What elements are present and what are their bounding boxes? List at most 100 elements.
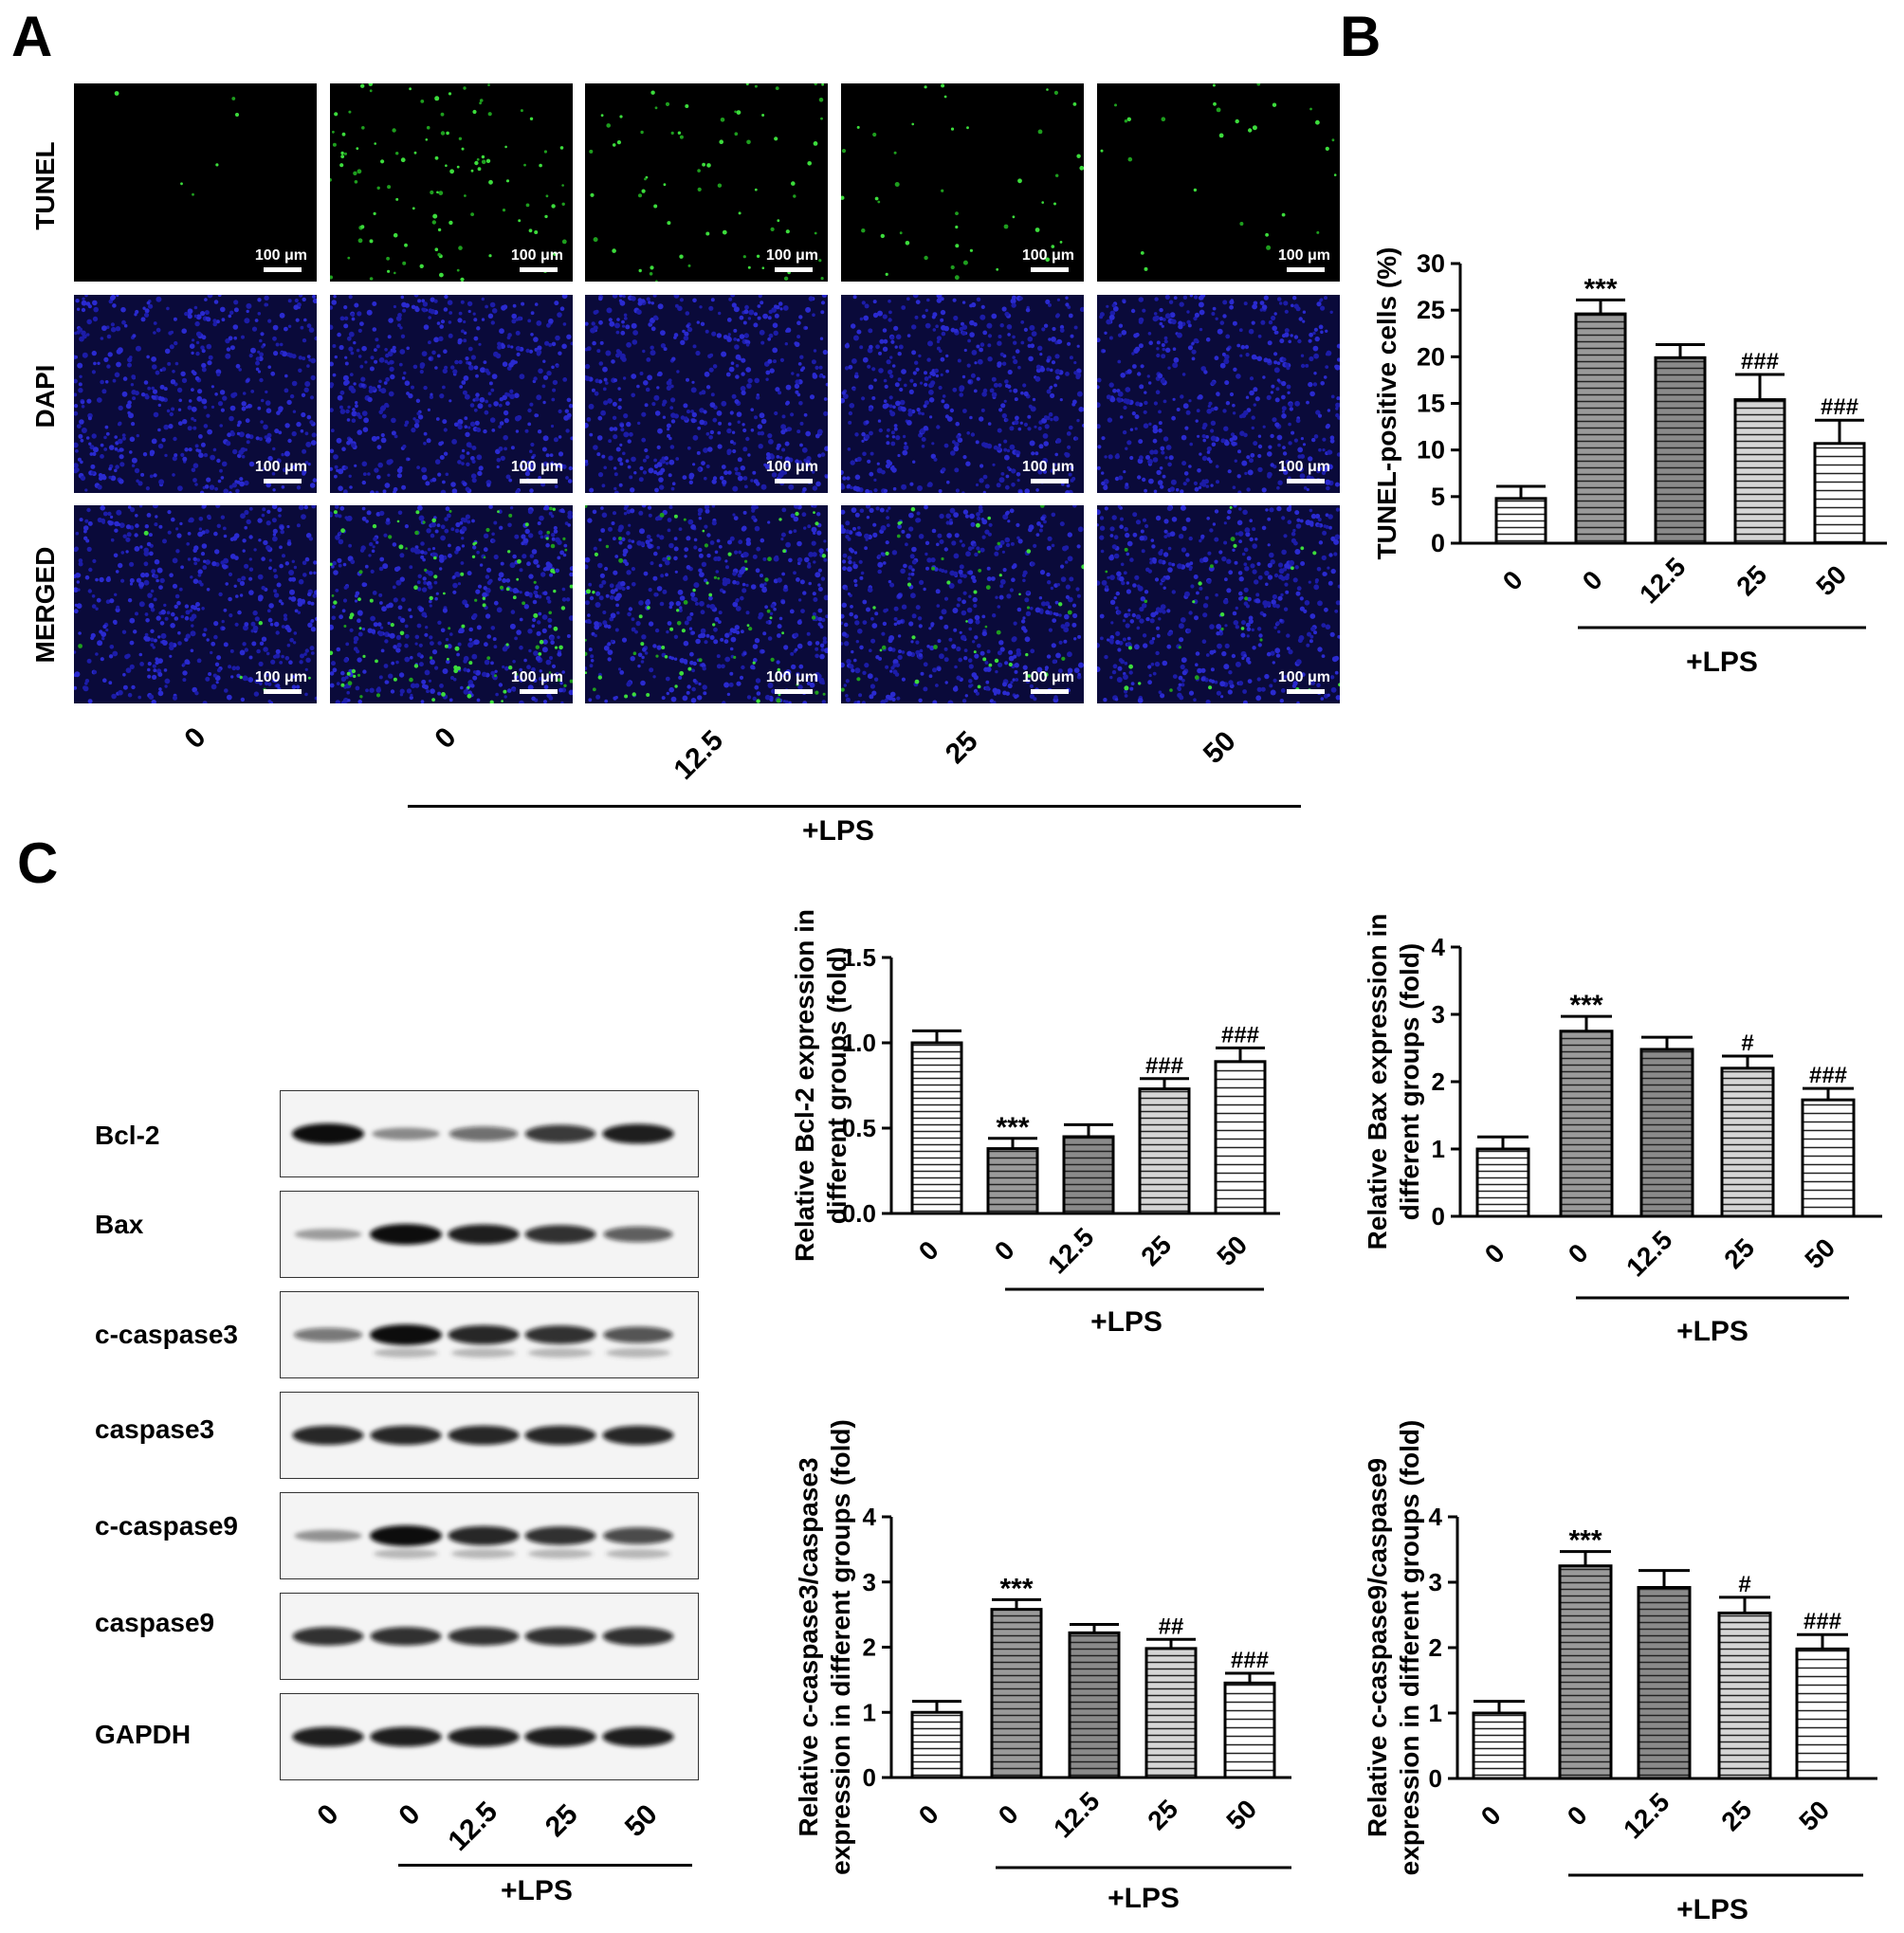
scale-bar bbox=[1031, 689, 1069, 694]
significance-mark: ### bbox=[1221, 1022, 1259, 1048]
micrograph-dapi-4: 100 μm bbox=[841, 295, 1084, 493]
micrograph-merged-4: 100 μm bbox=[841, 505, 1084, 703]
blot-band bbox=[294, 1229, 362, 1240]
x-tick-label: 25 bbox=[1142, 1794, 1183, 1835]
panel-letter-b: B bbox=[1340, 5, 1382, 68]
y-tick-label: 0.5 bbox=[842, 1114, 876, 1142]
blot-label-bax: Bax bbox=[95, 1210, 144, 1239]
scale-bar bbox=[264, 267, 302, 272]
scale-bar-label: 100 μm bbox=[1021, 247, 1074, 264]
y-tick-label: 3 bbox=[863, 1568, 876, 1596]
y-tick-label: 30 bbox=[1417, 249, 1445, 278]
x-tick-label: 12.5 bbox=[1634, 552, 1691, 609]
blot-band bbox=[448, 1324, 520, 1345]
blot-band bbox=[603, 1527, 673, 1544]
y-axis-label: different groups (fold) bbox=[1395, 943, 1424, 1220]
blot-band bbox=[448, 1425, 520, 1446]
scale-bar-label: 100 μm bbox=[1021, 459, 1074, 475]
chart-c4: 0 1 2 3 4 Relative c-caspase9/caspase9 express… bbox=[1363, 1420, 1877, 1925]
y-axis-label: Relative c-caspase3/caspase3 bbox=[794, 1457, 823, 1836]
blot-strip-bax bbox=[280, 1191, 699, 1278]
bar bbox=[1654, 356, 1707, 545]
lps-label: +LPS bbox=[1090, 1306, 1163, 1338]
x-tick-label: 0 bbox=[1475, 1800, 1507, 1832]
blot-band bbox=[370, 1525, 442, 1546]
bar bbox=[1717, 1611, 1772, 1780]
lps-label: +LPS bbox=[1676, 1894, 1748, 1925]
y-tick-label: 15 bbox=[1417, 390, 1445, 418]
y-tick-label: 0.0 bbox=[842, 1199, 876, 1228]
scale-bar-label: 100 μm bbox=[1277, 247, 1330, 264]
x-tick-label: 12.5 bbox=[1048, 1786, 1105, 1843]
y-tick-label: 3 bbox=[1429, 1568, 1442, 1596]
y-tick-label: 1 bbox=[863, 1698, 876, 1726]
scale-bar-label: 100 μm bbox=[765, 669, 818, 685]
y-tick-label: 5 bbox=[1431, 483, 1445, 511]
scale-bar bbox=[520, 267, 558, 272]
scale-bar bbox=[775, 689, 813, 694]
blot-band bbox=[370, 1726, 442, 1747]
x-tick-label: 0 bbox=[989, 1235, 1020, 1267]
blot-band bbox=[603, 1326, 673, 1343]
blot-label-c-caspase3: c-caspase3 bbox=[95, 1320, 239, 1349]
y-axis-label: Relative c-caspase9/caspase9 bbox=[1363, 1458, 1392, 1837]
blot-band bbox=[293, 1327, 363, 1342]
x-tick-label: 0 bbox=[913, 1235, 944, 1267]
blot-band bbox=[372, 1127, 440, 1140]
micrograph-tunel-2: 100 μm bbox=[330, 83, 573, 282]
bar bbox=[1733, 398, 1786, 545]
blot-band bbox=[602, 1425, 674, 1446]
x-tick-label: 0 bbox=[1479, 1238, 1510, 1269]
x-tick-label: 25 bbox=[1718, 1232, 1760, 1274]
blot-band bbox=[602, 1627, 674, 1646]
chart-c3: 0 1 2 3 4 Relative c-caspase3/caspase3 express… bbox=[794, 1419, 1291, 1914]
bar bbox=[910, 1710, 963, 1779]
scale-bar-label: 100 μm bbox=[510, 459, 563, 475]
micrograph-tunel-4: 100 μm bbox=[841, 83, 1084, 282]
significance-mark: *** bbox=[1584, 273, 1617, 304]
x-tick-label: 0 bbox=[913, 1799, 944, 1831]
blot-strip-bcl-2 bbox=[280, 1090, 699, 1177]
scale-bar-label: 100 μm bbox=[254, 247, 307, 264]
y-axis-label: expression in different groups (fold) bbox=[1395, 1420, 1424, 1876]
blot-band bbox=[602, 1123, 674, 1144]
blot-label-caspase3: caspase3 bbox=[95, 1414, 215, 1444]
bar bbox=[1720, 1067, 1775, 1218]
bar bbox=[1068, 1631, 1121, 1779]
x-tick-label: 25 bbox=[1715, 1795, 1757, 1836]
bar bbox=[1559, 1030, 1614, 1218]
blot-band bbox=[524, 1425, 596, 1446]
micrograph-tunel-3: 100 μm bbox=[585, 83, 828, 282]
significance-mark: ### bbox=[1803, 1609, 1841, 1634]
blot-lps-line bbox=[398, 1864, 692, 1867]
blot-band bbox=[448, 1726, 520, 1747]
scale-bar-label: 100 μm bbox=[1021, 669, 1074, 685]
y-tick-label: 0 bbox=[1429, 1764, 1442, 1793]
micrograph-tunel-5: 100 μm bbox=[1097, 83, 1340, 282]
significance-mark: ### bbox=[1231, 1648, 1269, 1673]
panel-a-lps-label: +LPS bbox=[802, 815, 874, 847]
micrograph-merged-3: 100 μm bbox=[585, 505, 828, 703]
blot-label-c-caspase9: c-caspase9 bbox=[95, 1511, 239, 1541]
significance-mark: *** bbox=[1569, 990, 1602, 1021]
bar bbox=[1144, 1647, 1198, 1779]
bar bbox=[1062, 1135, 1115, 1215]
y-tick-label: 4 bbox=[1432, 933, 1446, 961]
bar bbox=[1214, 1060, 1267, 1215]
y-tick-label: 0 bbox=[1431, 529, 1445, 557]
bar bbox=[1138, 1087, 1191, 1215]
scale-bar-label: 100 μm bbox=[1277, 669, 1330, 685]
x-tick-label: 25 bbox=[1135, 1230, 1177, 1271]
x-tick-label: 0 bbox=[1497, 565, 1529, 596]
significance-mark: # bbox=[1741, 1030, 1753, 1056]
micrograph-dapi-3: 100 μm bbox=[585, 295, 828, 493]
y-tick-label: 3 bbox=[1432, 1000, 1445, 1029]
lps-label: +LPS bbox=[1108, 1883, 1180, 1914]
scale-bar bbox=[1287, 267, 1325, 272]
lps-label: +LPS bbox=[1676, 1316, 1748, 1347]
micrograph-tunel-1: 100 μm bbox=[74, 83, 317, 282]
blot-label-gapdh: GAPDH bbox=[95, 1720, 192, 1749]
x-tick-label: 50 bbox=[1793, 1795, 1835, 1836]
significance-mark: *** bbox=[999, 1573, 1033, 1604]
blot-band bbox=[294, 1529, 362, 1542]
